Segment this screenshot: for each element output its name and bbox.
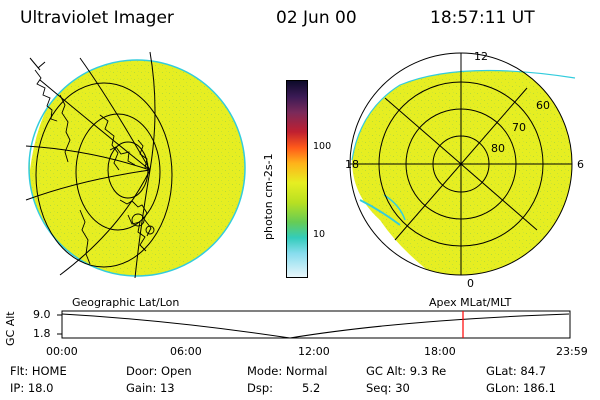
altitude-xtick-1800: 18:00	[424, 345, 456, 358]
status-gain: Gain: 13	[126, 381, 175, 395]
status-door: Door: Open	[126, 364, 192, 378]
altitude-xtick-0600: 06:00	[170, 345, 202, 358]
caption-geographic: Geographic Lat/Lon	[72, 296, 180, 309]
colorbar-unit-label: photon cm-2s-1	[262, 153, 275, 240]
mlat-label-70: 70	[512, 121, 526, 134]
mlt-label-12: 12	[474, 50, 488, 63]
altitude-xtick-1200: 12:00	[298, 345, 330, 358]
altitude-xtick-2359: 23:59	[556, 345, 588, 358]
altitude-plot	[57, 310, 571, 339]
mlt-label-18: 18	[345, 158, 359, 171]
caption-apex: Apex MLat/MLT	[429, 296, 512, 309]
status-gc-alt: GC Alt: 9.3 Re	[366, 364, 447, 378]
colorbar-tick-100: 100	[313, 141, 332, 152]
header-date: 02 Jun 00	[276, 8, 357, 28]
colorbar	[286, 80, 308, 278]
mlt-label-6: 6	[577, 158, 584, 171]
status-dsp-value: 5.2	[302, 381, 321, 395]
mlat-label-80: 80	[491, 142, 505, 155]
altitude-ytick-high: 9.0	[33, 308, 51, 321]
status-glat: GLat: 84.7	[486, 364, 547, 378]
altitude-ytick-low: 1.8	[33, 327, 51, 340]
status-mode: Mode: Normal	[247, 364, 328, 378]
mlat-label-60: 60	[536, 99, 550, 112]
geo-ticks	[29, 57, 46, 71]
status-glon: GLon: 186.1	[486, 381, 556, 395]
status-flt: Flt: HOME	[10, 364, 67, 378]
polar-grid	[349, 52, 573, 276]
header-time: 18:57:11 UT	[430, 8, 535, 28]
app-title: Ultraviolet Imager	[20, 8, 174, 28]
mlt-label-0: 0	[467, 277, 474, 290]
altitude-xtick-0000: 00:00	[46, 345, 78, 358]
coastlines	[34, 69, 155, 265]
altitude-ylabel: GC Alt	[4, 311, 17, 346]
status-ip: IP: 18.0	[10, 381, 54, 395]
colorbar-tick-10: 10	[313, 229, 326, 240]
geo-disk	[29, 60, 245, 276]
status-seq: Seq: 30	[366, 381, 410, 395]
status-dsp-label: Dsp:	[247, 381, 274, 395]
